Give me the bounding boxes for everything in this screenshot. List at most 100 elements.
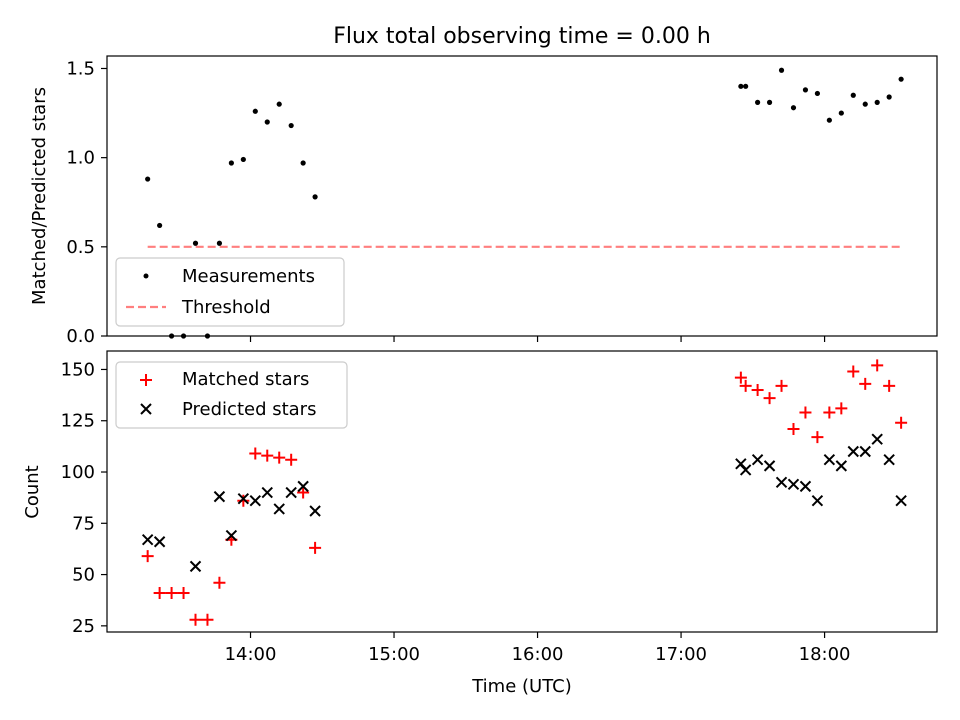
measurement-point <box>886 94 892 100</box>
measurement-point <box>898 76 904 82</box>
measurement-point <box>288 122 294 129</box>
predicted-star-point <box>285 486 297 499</box>
predicted-star-point <box>871 433 883 445</box>
predicted-star-point <box>751 454 764 466</box>
measurement-point <box>157 222 163 229</box>
measurement-point <box>743 83 749 89</box>
top-panel-frame <box>106 55 938 337</box>
matched-star-point <box>141 550 154 563</box>
predicted-star-point <box>213 490 226 503</box>
predicted-star-point <box>787 478 800 491</box>
measurement-point <box>778 67 785 73</box>
matched-star-point <box>153 587 166 600</box>
measurement-point <box>228 160 234 166</box>
predicted-star-point <box>799 480 812 493</box>
matched-star-point <box>811 431 824 444</box>
legend-predicted-label: Predicted stars <box>182 399 316 420</box>
bottom-panel: 25 50 75 100 125 150 14:00 15:00 16:00 17:00 18:00… <box>22 350 938 697</box>
measurement-point <box>755 99 761 105</box>
bottom-y-tick-label: 50 <box>72 565 95 586</box>
legend-predicted-marker <box>140 403 152 415</box>
top-y-tick-label: 1.5 <box>66 58 95 79</box>
measurement-point <box>790 105 797 111</box>
measurement-point <box>738 83 744 89</box>
matched-star-point <box>201 613 214 626</box>
measurement-point <box>252 108 258 114</box>
measurement-point <box>874 99 880 105</box>
bottom-y-tick-label: 25 <box>72 616 95 637</box>
matched-star-point <box>799 406 812 419</box>
top-plot-area <box>145 67 904 339</box>
matched-star-point <box>739 379 752 392</box>
matched-star-point <box>734 371 747 384</box>
measurement-point <box>264 119 270 125</box>
bottom-legend-box <box>115 361 348 429</box>
bottom-plot-area <box>141 359 908 626</box>
bottom-y-tick-label: 125 <box>61 411 95 432</box>
matched-star-point <box>751 383 764 396</box>
predicted-star-point <box>739 464 752 476</box>
predicted-star-point <box>153 536 166 548</box>
predicted-star-point <box>859 445 871 458</box>
matched-star-point <box>775 379 788 392</box>
matched-star-point <box>261 449 274 462</box>
measurement-point <box>862 101 868 107</box>
predicted-star-point <box>895 495 907 507</box>
top-axis-ticks: 0.0 0.5 1.0 1.5 <box>66 58 826 347</box>
x-tick-label: 16:00 <box>512 644 564 665</box>
top-panel: 0.0 0.5 1.0 1.5 Matched/Predicted stars Mea… <box>29 55 938 347</box>
predicted-star-point <box>811 495 824 507</box>
bottom-y-axis-label: Count <box>22 465 43 518</box>
measurement-point <box>276 101 282 107</box>
matched-star-point <box>297 486 310 499</box>
matched-star-point <box>871 359 884 372</box>
matched-star-point <box>189 613 202 626</box>
matched-star-point <box>859 377 872 390</box>
matched-star-point <box>787 422 800 435</box>
measurement-point <box>802 87 809 93</box>
legend-matched-marker <box>140 374 152 386</box>
measurement-point <box>850 92 856 98</box>
matched-star-point <box>177 587 190 600</box>
top-y-tick-label: 0.0 <box>66 326 95 347</box>
x-tick-label: 15:00 <box>368 644 420 665</box>
bottom-legend: Matched stars Predicted stars <box>115 361 348 429</box>
measurement-point <box>766 99 773 105</box>
top-legend: Measurements Threshold <box>115 257 345 327</box>
x-tick-label: 14:00 <box>225 644 277 665</box>
top-y-tick-label: 0.5 <box>66 237 95 258</box>
predicted-star-point <box>847 445 859 458</box>
figure-title: Flux total observing time = 0.00 h <box>333 24 711 49</box>
measurement-point <box>300 160 306 166</box>
bottom-panel-frame <box>106 350 938 633</box>
predicted-star-point <box>237 492 250 505</box>
measurement-point <box>168 333 175 339</box>
measurement-point <box>180 333 187 339</box>
matched-star-point <box>285 453 298 466</box>
x-tick-label: 18:00 <box>799 644 851 665</box>
measurement-point <box>240 156 246 163</box>
matched-star-point <box>847 365 860 378</box>
measurement-point <box>145 176 151 182</box>
measurement-point <box>826 117 832 123</box>
matched-star-point <box>309 541 322 554</box>
matched-star-point <box>249 447 262 460</box>
predicted-star-point <box>189 560 202 573</box>
predicted-star-point <box>225 529 238 542</box>
predicted-star-point <box>141 533 154 546</box>
predicted-star-point <box>763 460 776 472</box>
top-legend-box <box>115 257 345 327</box>
matched-star-point <box>835 402 848 415</box>
predicted-star-point <box>297 480 309 493</box>
matched-star-point <box>237 494 250 507</box>
predicted-star-point <box>273 503 285 515</box>
matched-star-point <box>883 379 896 392</box>
top-y-axis-label: Matched/Predicted stars <box>29 87 50 305</box>
predicted-star-point <box>823 454 836 466</box>
x-tick-label: 17:00 <box>655 644 707 665</box>
predicted-star-point <box>261 486 273 499</box>
bottom-y-tick-label: 100 <box>61 462 95 483</box>
legend-matched-label: Matched stars <box>182 369 309 390</box>
